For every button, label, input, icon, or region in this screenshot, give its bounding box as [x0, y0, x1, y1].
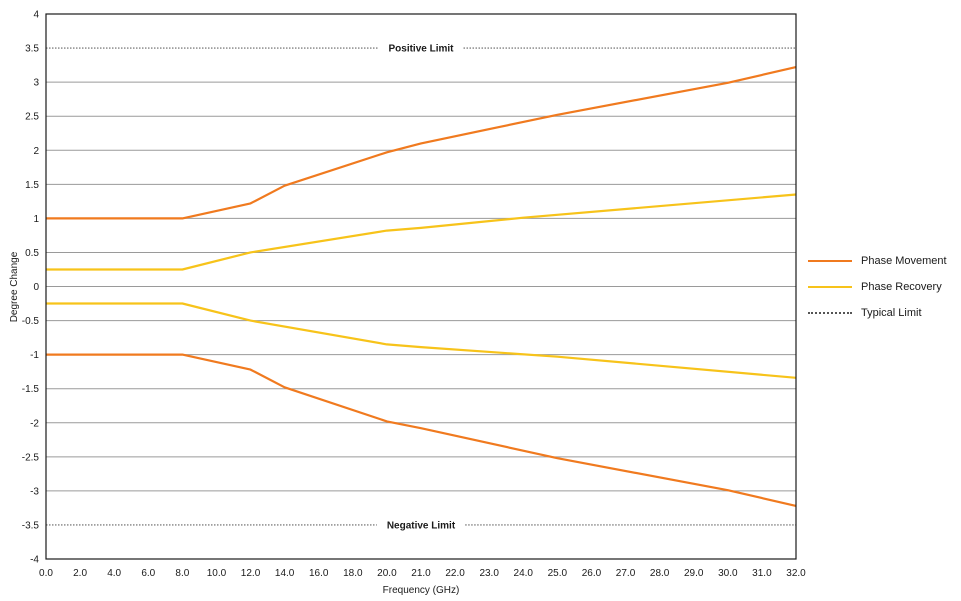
- y-tick-label: -1: [30, 350, 39, 361]
- x-tick-label: 27.0: [616, 568, 636, 579]
- y-tick-label: 1: [33, 214, 39, 225]
- y-tick-label: -0.5: [22, 316, 40, 327]
- legend-item-phase-recovery: Phase Recovery: [808, 274, 947, 300]
- y-tick-label: 3: [33, 78, 39, 89]
- legend-label-typical-limit: Typical Limit: [861, 307, 922, 319]
- chart-legend: Phase Movement Phase Recovery Typical Li…: [808, 248, 947, 326]
- x-tick-label: 21.0: [411, 568, 431, 579]
- y-tick-label: -1.5: [22, 384, 40, 395]
- y-tick-labels: 4 3.5 3 2.5 2 1.5 1 0.5 0 -0.5 -1 -1.5 -2 -2.5 -3 -3.5 -…: [22, 10, 40, 566]
- y-tick-label: -4: [30, 555, 39, 566]
- y-tick-label: 2.5: [25, 112, 39, 123]
- negative-limit-label: Negative Limit: [387, 520, 456, 531]
- legend-swatch-typical-limit: [808, 312, 852, 314]
- grid-lines: [46, 81, 796, 492]
- y-axis-title: Degree Change: [9, 251, 20, 322]
- series-line-phase-movement-lower: [46, 353, 797, 507]
- legend-item-typical-limit: Typical Limit: [808, 300, 947, 326]
- y-tick-label: -2.5: [22, 452, 40, 463]
- x-tick-label: 24.0: [514, 568, 534, 579]
- x-tick-label: 18.0: [343, 568, 363, 579]
- x-tick-label: 4.0: [107, 568, 121, 579]
- series-line-phase-recovery-upper: [46, 193, 797, 271]
- positive-limit-label: Positive Limit: [388, 44, 454, 55]
- x-tick-label: 25.0: [548, 568, 568, 579]
- series-lines: [46, 66, 797, 507]
- y-tick-label: -2: [30, 418, 39, 429]
- x-tick-label: 8.0: [175, 568, 189, 579]
- x-tick-label: 31.0: [752, 568, 772, 579]
- x-tick-label: 0.0: [39, 568, 53, 579]
- x-tick-label: 2.0: [73, 568, 87, 579]
- x-tick-label: 28.0: [650, 568, 670, 579]
- y-tick-label: 2: [33, 146, 39, 157]
- plot-frame: [45, 13, 797, 560]
- y-tick-label: -3.5: [22, 520, 40, 531]
- x-tick-label: 20.0: [377, 568, 397, 579]
- y-tick-label: 4: [33, 10, 39, 21]
- x-tick-label: 14.0: [275, 568, 295, 579]
- x-tick-label: 22.0: [445, 568, 465, 579]
- x-tick-label: 16.0: [309, 568, 329, 579]
- x-tick-label: 30.0: [718, 568, 738, 579]
- y-tick-label: 0: [33, 282, 39, 293]
- x-tick-label: 26.0: [582, 568, 602, 579]
- x-axis-title: Frequency (GHz): [383, 585, 460, 596]
- x-tick-label: 23.0: [479, 568, 499, 579]
- x-tick-label: 32.0: [786, 568, 806, 579]
- y-tick-label: 3.5: [25, 44, 39, 55]
- series-line-phase-recovery-lower: [46, 302, 797, 379]
- series-line-phase-movement-upper: [46, 66, 797, 220]
- y-tick-label: -3: [30, 486, 39, 497]
- x-tick-label: 10.0: [207, 568, 227, 579]
- y-tick-label: 1.5: [25, 180, 39, 191]
- y-tick-label: 0.5: [25, 248, 39, 259]
- x-tick-label: 29.0: [684, 568, 704, 579]
- legend-label-phase-recovery: Phase Recovery: [861, 281, 942, 293]
- x-tick-labels: 0.0 2.0 4.0 6.0 8.0 10.0 12.0 14.0 16.0 18.0 20.0 2…: [39, 568, 806, 579]
- x-tick-label: 12.0: [241, 568, 261, 579]
- legend-label-phase-movement: Phase Movement: [861, 255, 947, 267]
- x-tick-label: 6.0: [141, 568, 155, 579]
- limit-lines: Positive Limit Negative Limit: [46, 44, 796, 531]
- legend-swatch-phase-movement: [808, 260, 852, 262]
- legend-item-phase-movement: Phase Movement: [808, 248, 947, 274]
- legend-swatch-phase-recovery: [808, 286, 852, 288]
